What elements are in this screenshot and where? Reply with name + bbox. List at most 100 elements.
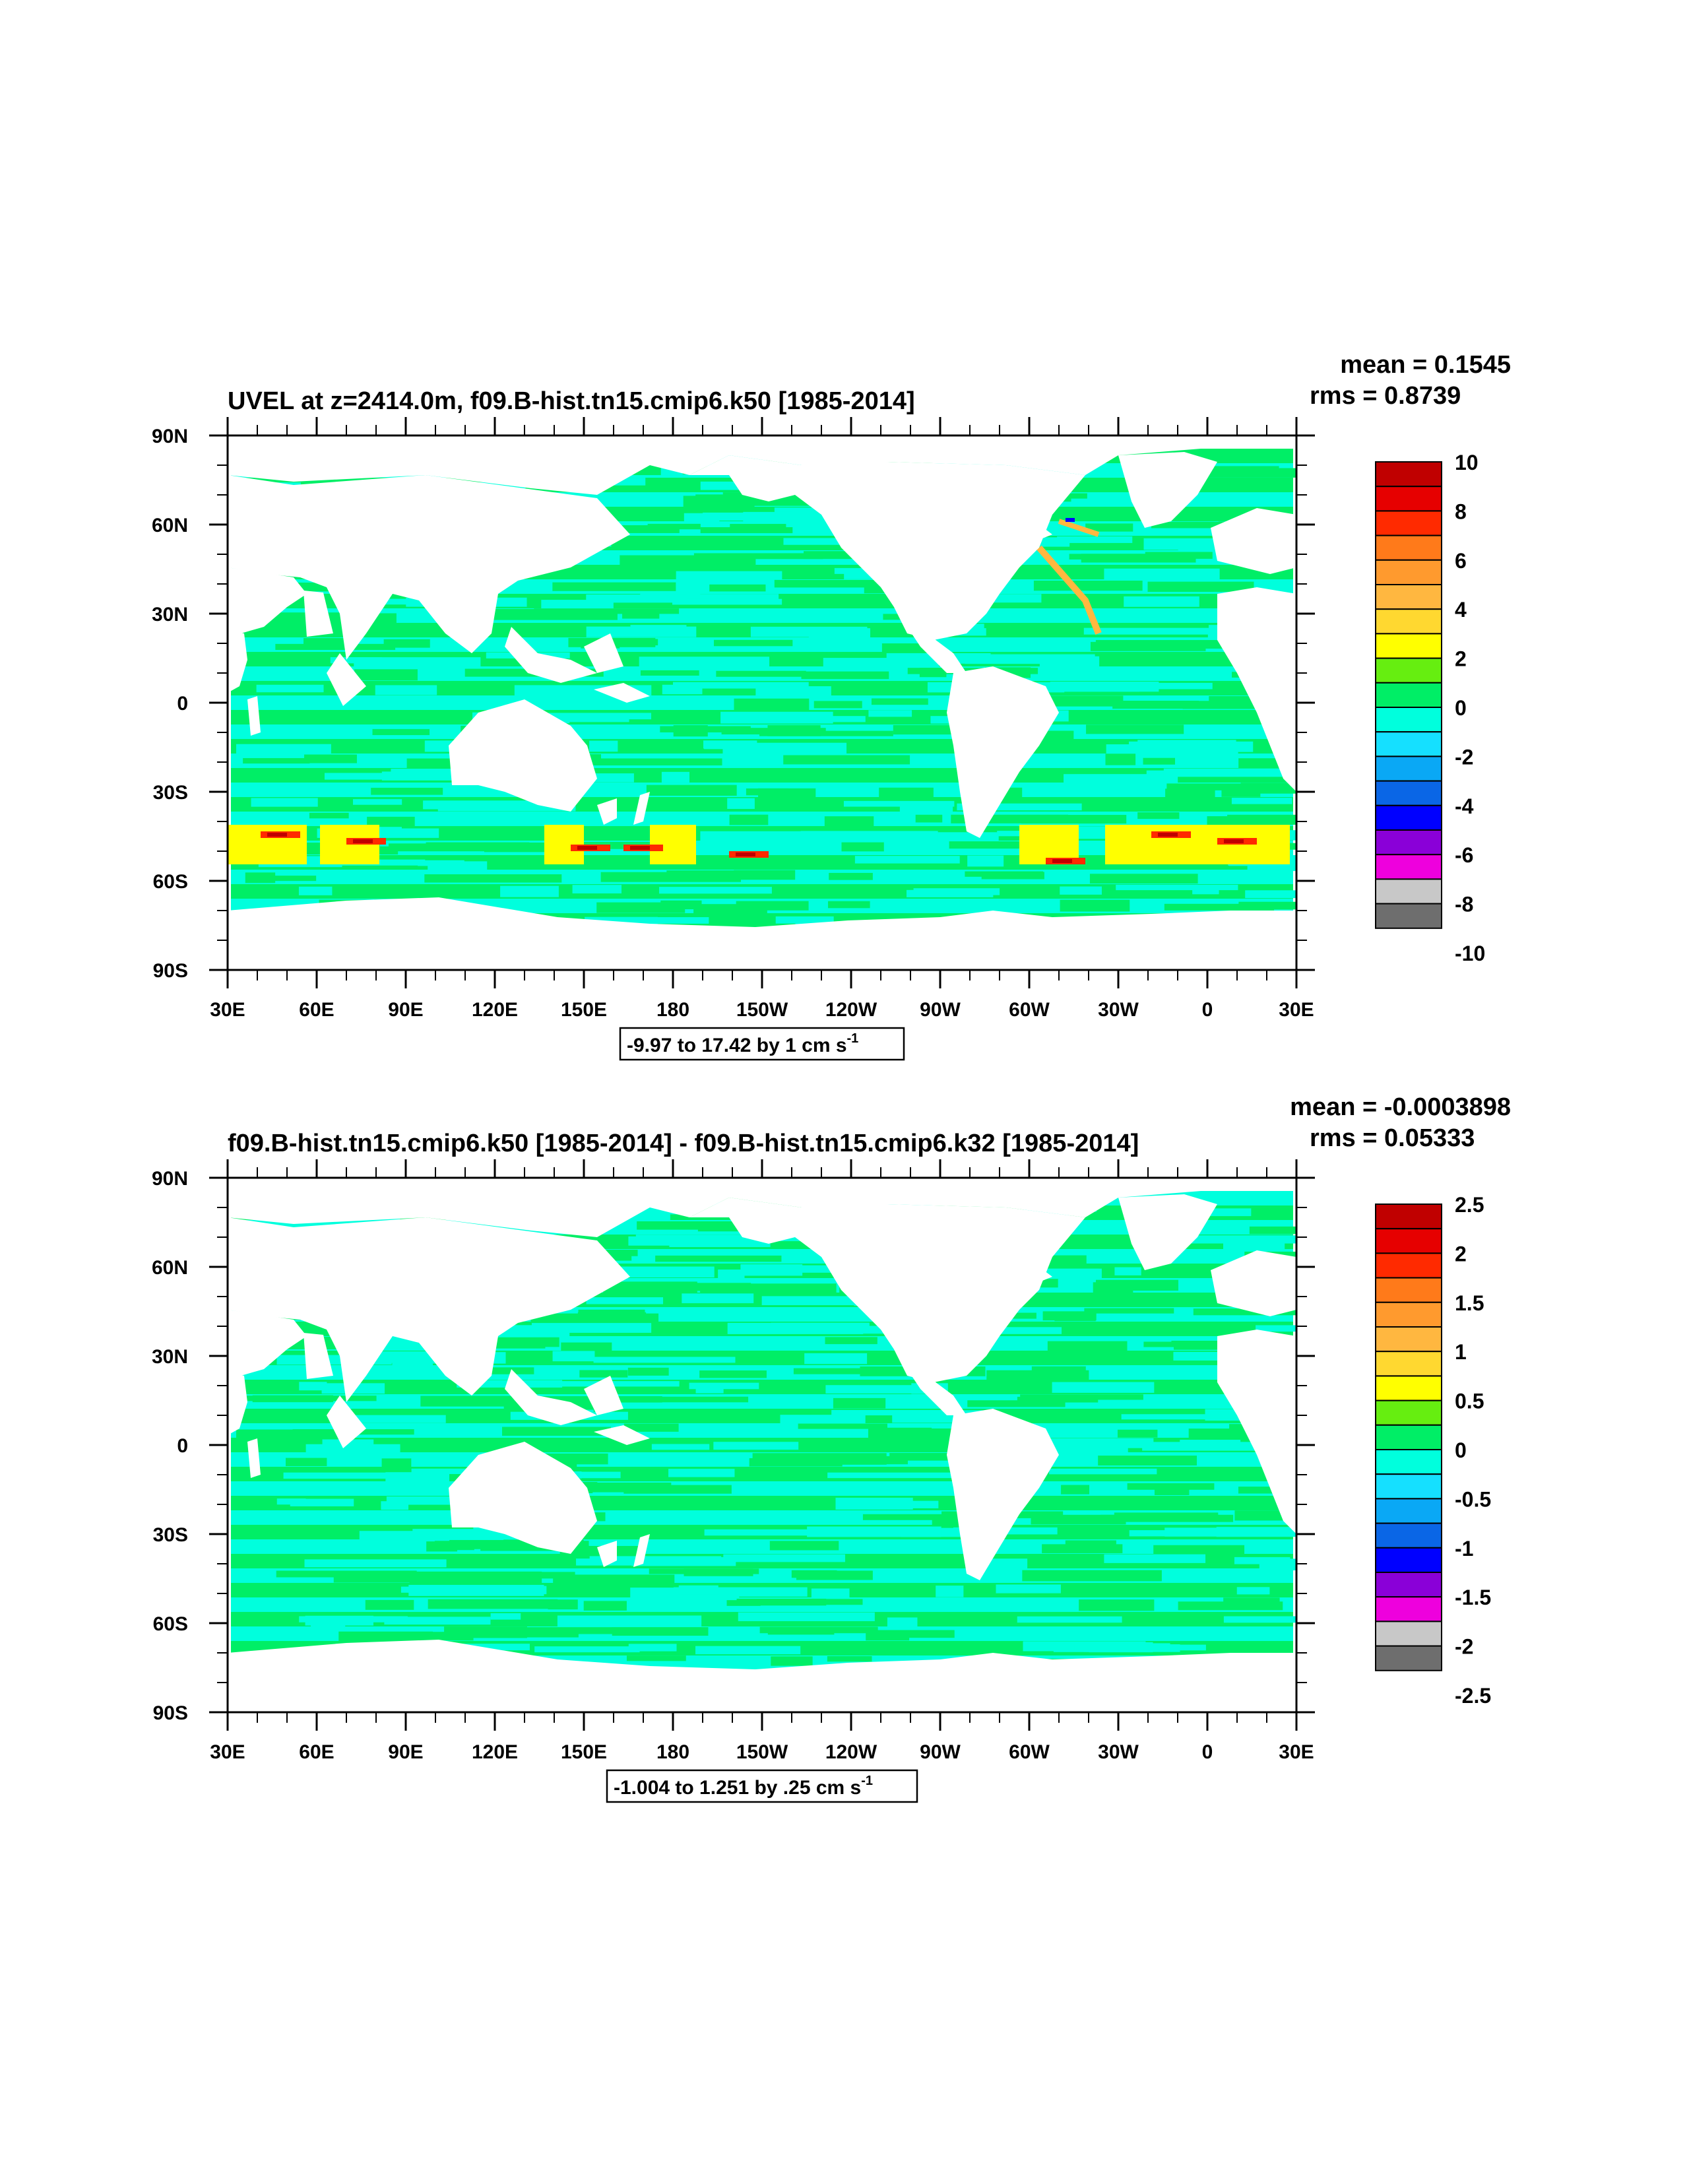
- ocean-patch: [887, 1617, 918, 1629]
- acc-hotspot-core: [736, 852, 755, 856]
- ocean-patch: [1061, 1485, 1090, 1494]
- ocean-patch: [727, 798, 755, 809]
- ocean-patch: [354, 669, 418, 681]
- lon-tick-label: 150W: [736, 1741, 788, 1763]
- ocean-patch: [409, 1571, 542, 1584]
- ocean-patch: [365, 1599, 414, 1610]
- ocean-patch: [913, 888, 1000, 895]
- ocean-patch: [713, 639, 793, 647]
- ocean-patch: [1143, 757, 1176, 765]
- ocean-patch: [1017, 1396, 1099, 1403]
- ocean-patch: [381, 1501, 409, 1510]
- colorbar-swatch: [1375, 1399, 1442, 1426]
- ocean-patch: [583, 1601, 627, 1611]
- ocean-patch: [1060, 899, 1130, 912]
- ocean-patch: [1180, 1440, 1241, 1448]
- colorbar-swatch: [1375, 804, 1442, 831]
- ocean-patch: [586, 1297, 664, 1304]
- colorbar-label: 0: [1455, 696, 1467, 720]
- ocean-patch: [866, 1632, 910, 1641]
- ocean-patch: [736, 1598, 827, 1606]
- ocean-patch: [801, 671, 889, 680]
- acc-hotspot-core: [630, 846, 650, 850]
- ocean-patch: [1069, 554, 1169, 560]
- acc-hotspot-core: [1224, 839, 1244, 843]
- ocean-patch: [1256, 1325, 1296, 1332]
- ocean-patch: [813, 701, 862, 709]
- ocean-patch: [1079, 1599, 1155, 1611]
- ocean-patch: [678, 1585, 718, 1595]
- colorbar-swatch: [1375, 584, 1442, 610]
- ocean-patch: [552, 582, 676, 591]
- ocean-patch: [909, 1500, 939, 1508]
- ocean-patch: [375, 685, 437, 695]
- ocean-patch: [1164, 1527, 1296, 1537]
- colorbar-swatch: [1375, 1375, 1442, 1401]
- colorbar-swatch: [1375, 1621, 1442, 1647]
- ocean-patch: [1153, 1545, 1245, 1555]
- ocean-patch: [502, 1427, 612, 1436]
- ocean-patch: [666, 870, 734, 879]
- ocean-patch: [660, 900, 702, 909]
- colorbar-swatch: [1375, 1277, 1442, 1303]
- colorbar-swatch: [1375, 1596, 1442, 1622]
- colorbar-label: 0: [1455, 1438, 1467, 1462]
- colorbar-label: -8: [1455, 893, 1473, 916]
- ocean-patch: [819, 1599, 863, 1605]
- ocean-patch: [1193, 1308, 1296, 1316]
- ocean-patch: [1245, 890, 1296, 899]
- colorbar-swatch: [1375, 1449, 1442, 1475]
- ocean-patch: [783, 538, 843, 545]
- ocean-patch: [298, 886, 333, 895]
- ocean-patch: [1057, 536, 1133, 543]
- mean-stat: mean = 0.1545: [1340, 351, 1511, 379]
- ocean-patch: [359, 1531, 457, 1540]
- ocean-patch: [655, 1255, 782, 1262]
- ocean-patch: [1095, 640, 1236, 649]
- lon-tick-label: 30W: [1098, 1741, 1139, 1763]
- ocean-patch: [1065, 1540, 1116, 1549]
- lat-axis: 90N 60N 30N 0 30S 60S 90S: [152, 1168, 1315, 1724]
- ocean-patch: [879, 787, 934, 798]
- ocean-patch: [1192, 887, 1219, 895]
- rms-stat: rms = 0.05333: [1310, 1124, 1475, 1152]
- ocean-patch: [881, 643, 926, 653]
- lon-tick-label: 150E: [561, 999, 607, 1021]
- ocean-patch: [511, 713, 652, 720]
- ocean-patch: [263, 876, 317, 882]
- ocean-patch: [771, 1656, 813, 1666]
- ocean-patch: [286, 1458, 327, 1467]
- colorbar-label: 4: [1455, 598, 1467, 622]
- ocean-patch: [915, 814, 943, 823]
- colorbar-label: -2.5: [1455, 1684, 1491, 1708]
- colorbar-label: -10: [1455, 942, 1485, 965]
- ocean-patch: [251, 798, 318, 807]
- ocean-patch: [695, 1386, 724, 1394]
- acc-band: [228, 825, 307, 864]
- ocean-patch: [1234, 1510, 1294, 1521]
- ocean-patch: [236, 744, 331, 754]
- ocean-patch: [342, 1415, 446, 1423]
- ocean-patch: [1086, 724, 1184, 734]
- ocean-patch: [689, 1382, 759, 1390]
- colorbar-label: 6: [1455, 549, 1467, 573]
- ocean-patch: [828, 901, 870, 909]
- ocean-patch: [868, 710, 912, 717]
- ocean-patch: [755, 686, 831, 697]
- ocean-patch: [305, 1615, 373, 1626]
- ocean-patch: [683, 496, 755, 507]
- lon-tick-label: 90W: [920, 999, 961, 1021]
- ocean-patch: [949, 841, 1073, 849]
- ocean-patch: [722, 716, 866, 723]
- ocean-patch: [589, 740, 618, 752]
- colorbar-swatch: [1375, 510, 1442, 536]
- ocean-patch: [967, 855, 1004, 867]
- ocean-patch: [707, 553, 753, 561]
- ocean-patch: [612, 1627, 709, 1636]
- acc-hotspot-core: [1052, 859, 1072, 863]
- ocean-patch: [1084, 1308, 1174, 1314]
- colorbar-swatch: [1375, 731, 1442, 757]
- ocean-patch: [243, 757, 310, 764]
- lat-tick-label: 0: [177, 1435, 188, 1457]
- colorbar-label: -0.5: [1455, 1487, 1491, 1511]
